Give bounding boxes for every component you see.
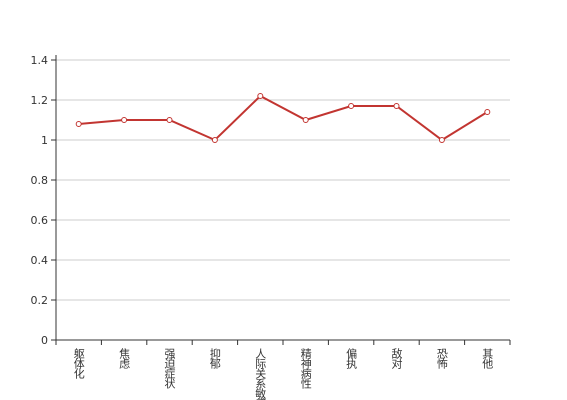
y-tick-label: 1.2 bbox=[31, 94, 49, 107]
line bbox=[78, 94, 488, 142]
y-tick-label: 1.4 bbox=[31, 54, 49, 67]
y-tick-label: 0.8 bbox=[31, 174, 49, 187]
y-tick-label: 0.6 bbox=[31, 214, 49, 227]
point bbox=[75, 121, 82, 127]
point bbox=[348, 103, 355, 109]
y-tick-label: 0 bbox=[41, 334, 48, 347]
point bbox=[121, 117, 128, 123]
y-tick-label: 0.4 bbox=[31, 254, 49, 267]
x-tick-label: 躯体化 bbox=[72, 348, 85, 380]
point bbox=[393, 103, 400, 109]
x-tick-label: 偏执 bbox=[345, 347, 358, 370]
x-tick-label: 其他 bbox=[481, 348, 494, 369]
point bbox=[484, 109, 491, 115]
point bbox=[211, 137, 218, 143]
y-tick-label: 0.2 bbox=[31, 294, 49, 307]
x-tick-label: 抑郁 bbox=[208, 347, 221, 369]
point bbox=[302, 117, 309, 123]
x-tick-label: 敌对 bbox=[390, 347, 403, 369]
x-tick-label: 焦虑 bbox=[118, 348, 131, 369]
point bbox=[438, 137, 445, 143]
x-tick-label: 精神病性 bbox=[299, 348, 312, 390]
y-tick-label: 1 bbox=[41, 134, 48, 147]
x-tick-label: 恐怖 bbox=[435, 348, 448, 369]
point bbox=[257, 93, 264, 99]
x-tick-label: 人际关系敏感 bbox=[254, 348, 267, 400]
point bbox=[166, 117, 173, 123]
x-tick-label: 强迫症状 bbox=[163, 348, 176, 389]
